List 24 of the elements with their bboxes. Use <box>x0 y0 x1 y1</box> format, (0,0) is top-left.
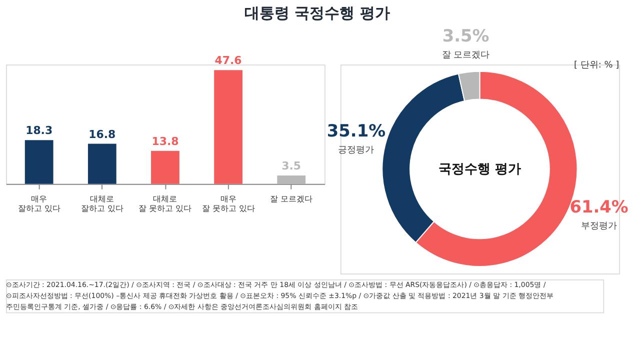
x-tick-label: 매우 잘 못하고 있다 <box>202 194 255 214</box>
data-label: 47.6 <box>214 54 242 68</box>
data-label: 61.4% <box>570 196 628 217</box>
slice-label: 부정평가 <box>581 222 618 232</box>
data-label: 35.1% <box>326 120 386 141</box>
x-tick-label: 매우 잘하고 있다 <box>18 194 60 214</box>
bar <box>277 176 306 184</box>
data-label: 3.5% <box>442 25 490 46</box>
data-label: 3.5 <box>282 160 302 173</box>
bar <box>24 140 54 184</box>
x-tick-label: 잘 모르겠다 <box>270 194 313 204</box>
bar <box>151 150 180 184</box>
bar <box>88 144 116 184</box>
text: 국정수행 평가 <box>438 162 521 177</box>
slice-label: 잘 모르겠다 <box>442 50 490 60</box>
text: [ 단위: % ] <box>574 60 620 70</box>
data-label: 16.8 <box>88 128 116 141</box>
bar <box>214 70 242 184</box>
chart-title: 대통령 국정수행 평가 <box>244 4 390 22</box>
x-tick-label: 대체로 잘 못하고 있다 <box>138 194 192 214</box>
data-label: 18.3 <box>26 124 53 138</box>
data-label: 13.8 <box>152 134 179 148</box>
x-tick-label: 대체로 잘하고 있다 <box>80 194 124 214</box>
slice-label: 긍정평가 <box>338 146 374 156</box>
